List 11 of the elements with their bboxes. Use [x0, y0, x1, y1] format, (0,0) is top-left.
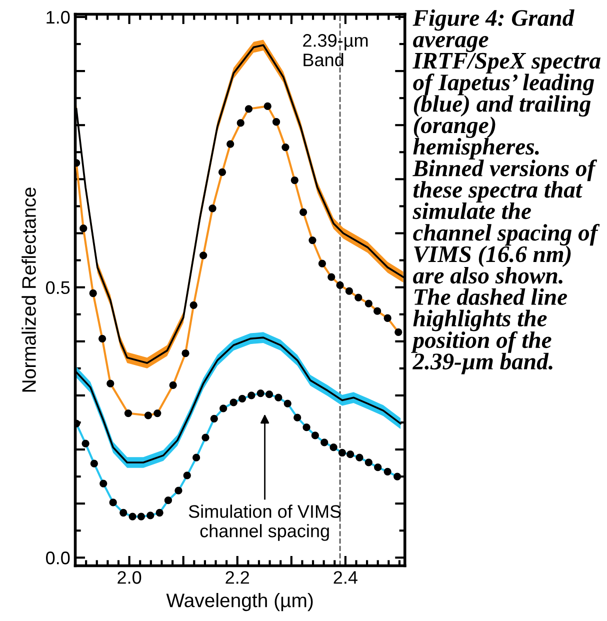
- y-axis-title: Normalized Reflectance: [22, 188, 36, 392]
- x-axis-title: Wavelength (µm): [166, 592, 313, 612]
- y-tick-label: 1.0: [46, 10, 70, 24]
- y-tick-label: 0.0: [46, 552, 70, 564]
- annotation: Simulation of VIMS channel spacing: [188, 504, 341, 541]
- y-tick-label: 0.5: [46, 281, 70, 294]
- ref-line-label: 2.39-µm Band: [303, 34, 368, 66]
- text: Figure 4: Grand average IRTF/SpeX spectra of Iapetus’ leading (blue) and trailing (orange) hemispheres. Binned versions of these spectra that simulate the channel spacing of VIMS (16.6 nm) are also shown. The dashed line highlights the position of the 2.39-µm band.: [411, 9, 600, 374]
- x-tick-label: 2.0: [118, 571, 142, 584]
- x-tick-label: 2.4: [334, 571, 358, 584]
- x-tick-label: 2.2: [226, 571, 250, 584]
